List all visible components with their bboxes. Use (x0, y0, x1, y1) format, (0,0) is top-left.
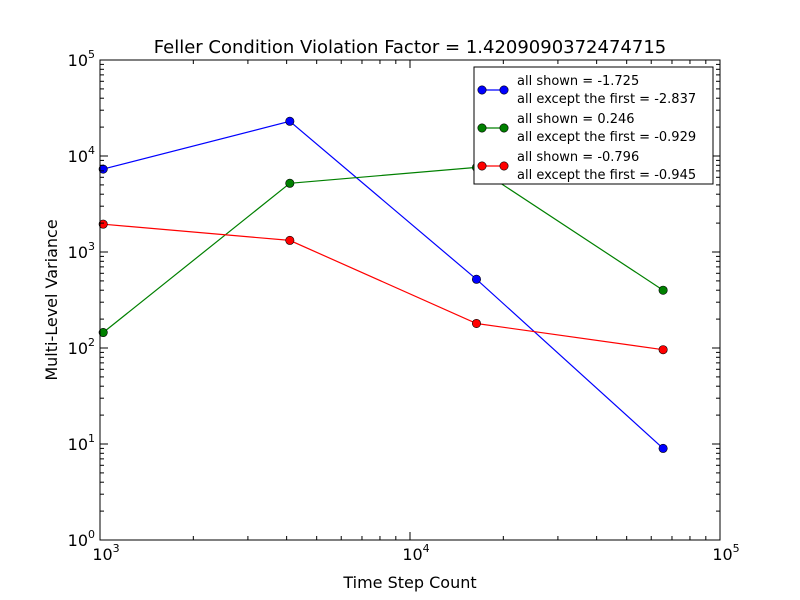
legend-marker-2 (499, 123, 509, 133)
legend-label-2-line2: all except the first = -0.929 (517, 130, 696, 145)
legend-label-2-line1: all shown = 0.246 (517, 112, 635, 127)
data-point-s2-2 (285, 178, 295, 188)
legend-label-3-line1: all shown = -0.796 (517, 150, 639, 165)
y-tick-label-6: 105 (68, 48, 95, 70)
legend-label-1-line1: all shown = -1.725 (517, 74, 639, 89)
data-point-s3-2 (285, 235, 295, 245)
series-line-1 (103, 120, 664, 449)
series-line-3 (103, 223, 664, 351)
y-axis-label: Multi-Level Variance (42, 219, 61, 380)
y-tick-label-5: 104 (68, 144, 95, 166)
x-tick-label-2: 104 (402, 542, 429, 564)
data-point-s2-4 (658, 285, 668, 295)
legend: all shown = -1.725 all except the first =… (473, 66, 714, 185)
data-point-s3-3 (471, 318, 481, 328)
y-tick-label-2: 101 (68, 432, 95, 454)
legend-marker-1 (477, 85, 487, 95)
x-tick-label-3: 105 (712, 542, 739, 564)
y-tick-label-3: 102 (68, 336, 95, 358)
y-tick-label-1: 100 (68, 528, 95, 550)
legend-marker-3 (499, 161, 509, 171)
data-point-s1-3 (471, 274, 481, 284)
data-point-s3-1 (98, 219, 108, 229)
legend-marker-2 (477, 123, 487, 133)
data-point-s1-4 (658, 443, 668, 453)
ticks-layer: 103 104 105 100 101 102 103 104 105 (68, 48, 740, 564)
legend-marker-3 (477, 161, 487, 171)
x-axis-label: Time Step Count (342, 573, 476, 592)
legend-label-1-line2: all except the first = -2.837 (517, 92, 696, 107)
data-point-s3-4 (658, 345, 668, 355)
legend-label-3-line2: all except the first = -0.945 (517, 168, 696, 183)
chart-title: Feller Condition Violation Factor = 1.42… (154, 37, 666, 58)
data-point-s2-1 (98, 328, 108, 338)
x-tick-label-1: 103 (92, 542, 119, 564)
legend-marker-1 (499, 85, 509, 95)
y-tick-label-4: 103 (68, 240, 95, 262)
series-line-2 (102, 166, 664, 333)
legend-box (473, 66, 714, 185)
data-point-s1-2 (285, 116, 295, 126)
